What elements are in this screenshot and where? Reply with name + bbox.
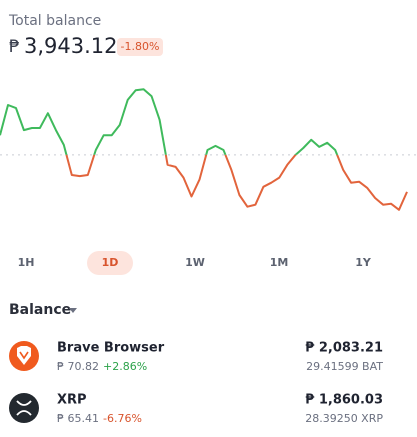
balance-title: Total balance [8, 13, 101, 29]
asset-amount: 29.41599 BAT [306, 360, 383, 373]
range-option[interactable]: 1H [18, 256, 35, 269]
change-badge [117, 38, 163, 56]
asset-name[interactable]: XRP [57, 393, 87, 408]
balance-line [0, 88, 339, 155]
asset-amount: 28.39250 XRP [305, 412, 383, 425]
asset-change: +2.86% [103, 360, 147, 373]
balance-change: -1.80% [121, 40, 160, 53]
asset-fiat: ₱ 1,860.03 [305, 393, 383, 408]
asset-price: ₱ 70.82 +2.86% [57, 360, 147, 373]
range-selector: 1H 1D 1W 1M 1Y [18, 251, 372, 275]
balance-section-title[interactable]: Balance [9, 302, 71, 318]
currency-symbol: ₱ [9, 37, 20, 57]
asset-price: ₱ 65.41 -6.76% [57, 412, 142, 425]
asset-change: -6.76% [103, 412, 142, 425]
balance-line [65, 154, 408, 211]
asset-icon-brave [9, 341, 39, 371]
range-option[interactable]: 1W [185, 256, 205, 269]
range-option[interactable]: 1M [270, 256, 289, 269]
range-selected-bg [87, 251, 133, 275]
asset-icon-xrp [9, 393, 39, 423]
asset-price-value: ₱ 65.41 [57, 412, 99, 425]
asset-name[interactable]: Brave Browser [57, 341, 165, 356]
asset-list: Brave Browser ₱ 70.82 +2.86% ₱ 2,083.21 29.4… [57, 341, 383, 426]
asset-price-value: ₱ 70.82 [57, 360, 99, 373]
total-balance: 3,943.12 [24, 34, 118, 58]
asset-fiat: ₱ 2,083.21 [305, 341, 383, 356]
chart [0, 88, 417, 211]
range-option[interactable]: 1Y [355, 256, 372, 269]
range-option[interactable]: 1D [102, 256, 119, 269]
dropdown-caret[interactable] [69, 308, 77, 313]
